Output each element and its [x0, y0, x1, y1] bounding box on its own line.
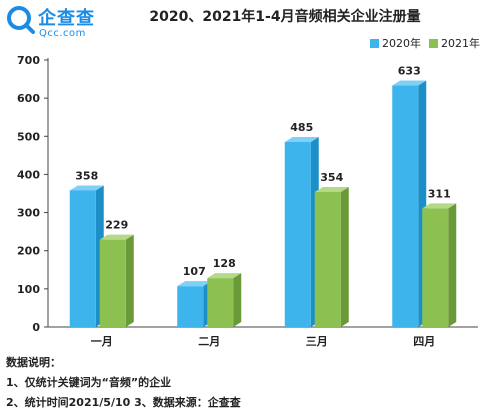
- bar-value-label: 107: [183, 265, 206, 278]
- notes-line-1: 1、仅统计关键词为“音频”的企业: [6, 376, 172, 389]
- bar: [207, 278, 234, 327]
- bar-value-label: 311: [428, 187, 451, 200]
- x-tick-label: 二月: [198, 335, 220, 348]
- brand-name: 企查查: [38, 8, 95, 29]
- y-tick-label: 100: [17, 283, 40, 296]
- qcc-logo-icon: [7, 6, 35, 34]
- x-tick-label: 三月: [306, 335, 328, 348]
- legend-item-2021: 2021年: [429, 35, 480, 51]
- bar-top: [392, 80, 427, 86]
- y-tick-label: 0: [32, 321, 40, 334]
- bar-value-label: 485: [290, 121, 313, 134]
- bar-top: [207, 273, 242, 279]
- y-tick-label: 400: [17, 168, 40, 181]
- legend-swatch-2020: [370, 38, 379, 48]
- bar-value-label: 128: [213, 257, 236, 270]
- bar: [177, 286, 204, 327]
- bar-top: [177, 281, 212, 287]
- legend-item-2020: 2020年: [370, 35, 421, 51]
- y-tick-label: 500: [17, 130, 40, 143]
- chart-legend: 2020年 2021年: [370, 35, 480, 51]
- notes-heading: 数据说明：: [6, 356, 61, 369]
- bar: [422, 208, 449, 327]
- bar-top: [69, 185, 104, 191]
- bar-value-label: 633: [398, 65, 421, 78]
- y-tick-label: 300: [17, 207, 40, 220]
- qcc-logo: 企查查 Qcc.com: [6, 3, 114, 43]
- bar-side: [125, 234, 134, 327]
- notes-line-2: 2、统计时间2021/5/10 3、数据来源：企查查: [6, 396, 241, 409]
- x-tick-label: 一月: [91, 335, 113, 348]
- bar-side: [340, 186, 349, 327]
- bar-chart: 0 100 200 300 400 500 600 700 358 229 一月 107 128 二月 48…: [17, 54, 478, 348]
- y-tick-label: 600: [17, 92, 40, 105]
- bar-value-label: 354: [320, 171, 343, 184]
- bar: [99, 239, 126, 327]
- y-tick-label: 200: [17, 245, 40, 258]
- chart-title: 2020、2021年1-4月音频相关企业注册量: [149, 9, 421, 25]
- bar-top: [99, 234, 134, 240]
- bar-value-label: 358: [75, 169, 98, 182]
- y-tick-label: 700: [17, 54, 40, 67]
- brand-domain: Qcc.com: [39, 28, 86, 39]
- data-notes: 数据说明： 1、仅统计关键词为“音频”的企业 2、统计时间2021/5/10 3…: [6, 353, 241, 413]
- bar: [284, 142, 311, 327]
- bar-top: [284, 137, 319, 143]
- bar-top: [422, 203, 457, 209]
- bar: [69, 190, 96, 327]
- legend-label-2020: 2020年: [382, 37, 421, 50]
- legend-swatch-2021: [429, 38, 438, 48]
- bar-side: [233, 273, 242, 327]
- bar: [314, 191, 341, 327]
- legend-label-2021: 2021年: [441, 37, 480, 50]
- bar: [392, 85, 419, 327]
- bar-top: [314, 186, 349, 192]
- x-tick-label: 四月: [413, 335, 435, 348]
- bar-side: [448, 203, 457, 327]
- bar-value-label: 229: [105, 219, 128, 232]
